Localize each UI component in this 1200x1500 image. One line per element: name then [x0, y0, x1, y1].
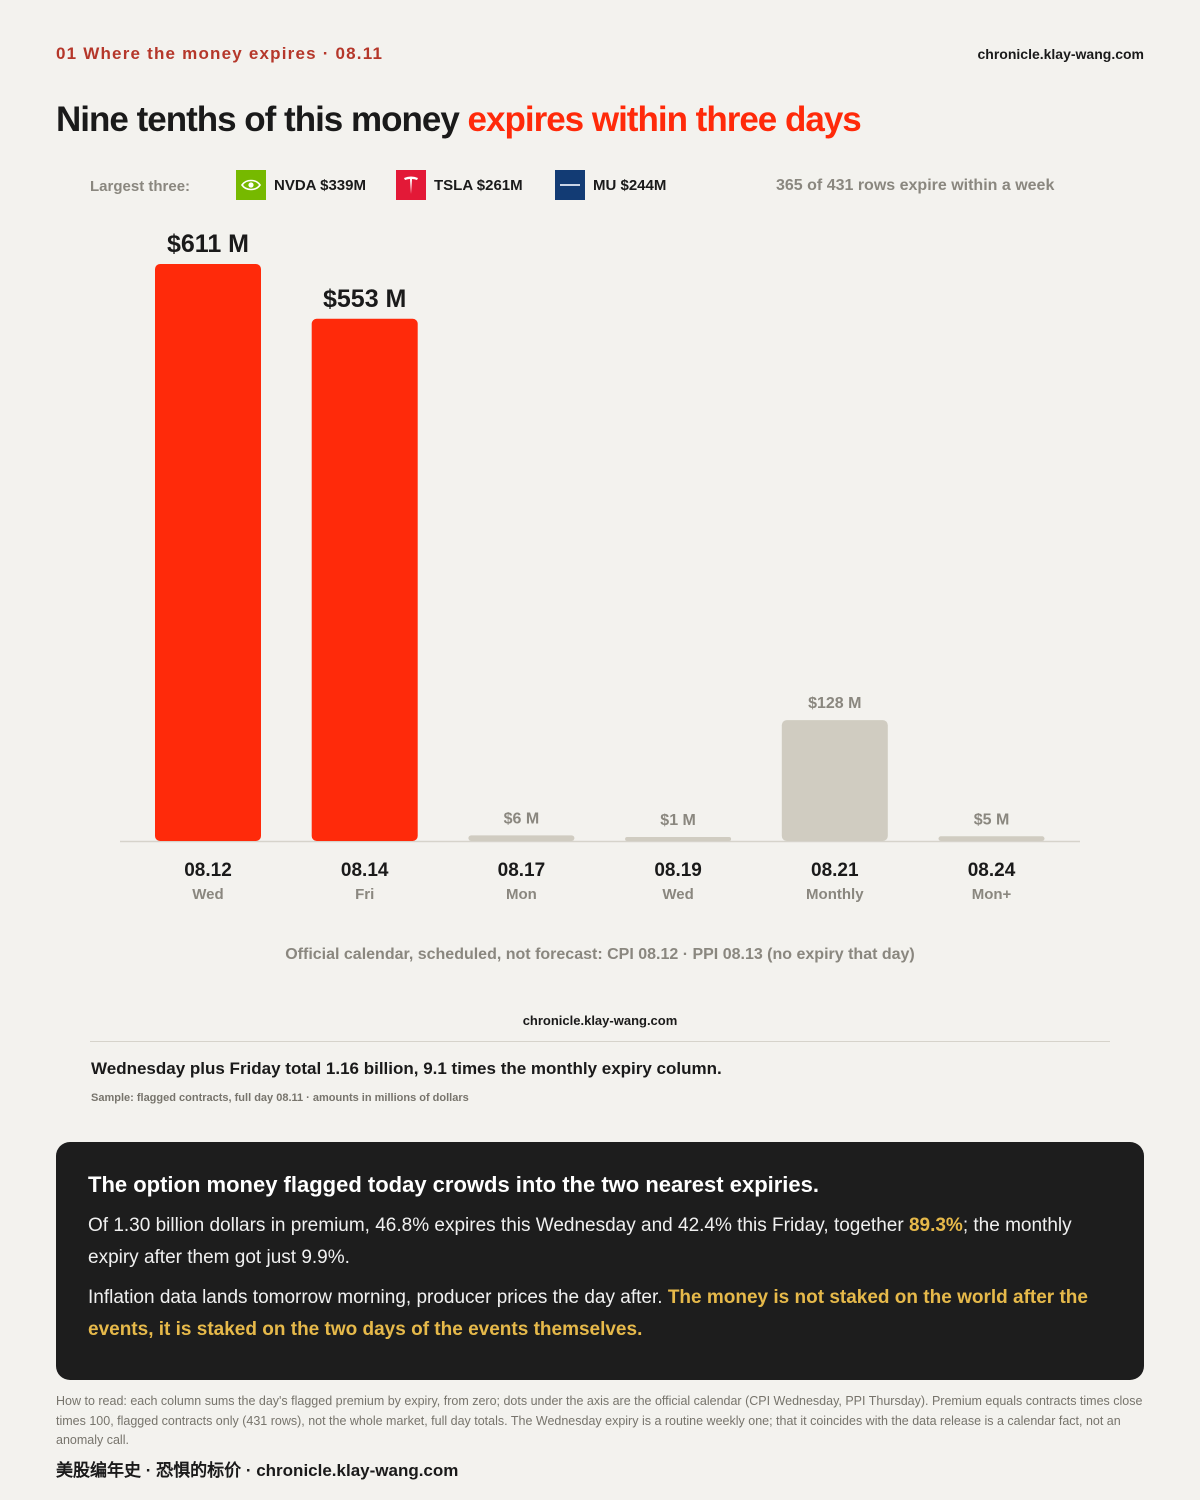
bar [625, 837, 732, 841]
data-label: $553 M [323, 285, 406, 313]
tesla-logo-icon [396, 170, 426, 200]
takeaway-text: Of 1.30 billion dollars in premium, 46.8… [88, 1215, 909, 1236]
data-label: $1 M [660, 812, 696, 829]
x-tick-label: 08.17 [498, 860, 546, 881]
takeaway-title: The option money flagged today crowds in… [88, 1172, 819, 1197]
data-label: $5 M [974, 811, 1010, 828]
x-tick-label: 08.19 [654, 860, 702, 881]
headline: Nine tenths of this money expires within… [56, 100, 862, 140]
bar [938, 836, 1045, 841]
micron-logo-icon [555, 170, 585, 200]
x-tick-sublabel: Mon+ [972, 886, 1012, 903]
legend-label: Largest three: [90, 178, 191, 195]
sample-note: Sample: flagged contracts, full day 08.1… [91, 1092, 469, 1104]
legend-item-tsla: TSLA $261M [396, 170, 523, 200]
legend-text: NVDA $339M [274, 176, 366, 194]
bar [155, 264, 261, 841]
summary-text: Wednesday plus Friday total 1.16 billion… [91, 1059, 722, 1078]
takeaway-text: ; the monthly expiry after them got just… [88, 1215, 1072, 1268]
x-tick-label: 08.21 [811, 860, 859, 881]
bar [468, 835, 575, 841]
headline-accent: expires within three days [467, 100, 862, 139]
mid-site-link[interactable]: chronicle.klay-wang.com [522, 1013, 678, 1028]
data-label: $6 M [504, 810, 540, 827]
takeaway-paragraph-1: Of 1.30 billion dollars in premium, 46.8… [88, 1210, 1112, 1274]
legend-text: TSLA $261M [434, 176, 523, 194]
x-tick-label: 08.24 [968, 860, 1016, 881]
x-tick-label: 08.12 [184, 860, 232, 881]
data-label: $611 M [167, 230, 249, 258]
calendar-note: Official calendar, scheduled, not foreca… [285, 946, 915, 963]
x-tick-sublabel: Mon [506, 886, 537, 903]
divider [90, 1041, 1110, 1042]
takeaway-paragraph-2: Inflation data lands tomorrow morning, p… [88, 1282, 1112, 1346]
bar [311, 318, 418, 841]
bar-chart: $611 M 08.12 Wed $553 M 08.14 Fri $6 M 08.17 Mon… [120, 230, 1080, 903]
site-link[interactable]: chronicle.klay-wang.com [977, 46, 1145, 62]
data-label: $128 M [808, 695, 861, 712]
legend-item-mu: MU $244M [555, 170, 666, 200]
bar [781, 720, 888, 841]
footer: 美股编年史 · 恐惧的标价 · chronicle.klay-wang.com [56, 1461, 459, 1480]
takeaway-text: Inflation data lands tomorrow morning, p… [88, 1287, 668, 1308]
x-tick-sublabel: Fri [355, 886, 374, 903]
x-tick-sublabel: Wed [192, 886, 223, 903]
how-to-read: How to read: each column sums the day's … [56, 1394, 1143, 1447]
legend-note: 365 of 431 rows expire within a week [776, 177, 1055, 194]
takeaway-highlight: The money is not staked on the world aft… [88, 1287, 1088, 1340]
section-label: 01 Where the money expires · 08.11 [56, 44, 384, 63]
takeaway-highlight: 89.3% [908, 1215, 963, 1236]
takeaway-box: The option money flagged today crowds in… [56, 1142, 1144, 1380]
legend-text: MU $244M [593, 176, 667, 194]
headline-main: Nine tenths of this money [56, 100, 468, 139]
nvidia-logo-icon [236, 170, 266, 200]
legend-item-nvda: NVDA $339M [236, 170, 366, 200]
x-tick-label: 08.14 [341, 860, 389, 881]
x-tick-sublabel: Monthly [806, 886, 864, 903]
legend: Largest three: NVDA $339M TSLA $261M MU … [90, 170, 1090, 202]
x-tick-sublabel: Wed [662, 886, 693, 903]
